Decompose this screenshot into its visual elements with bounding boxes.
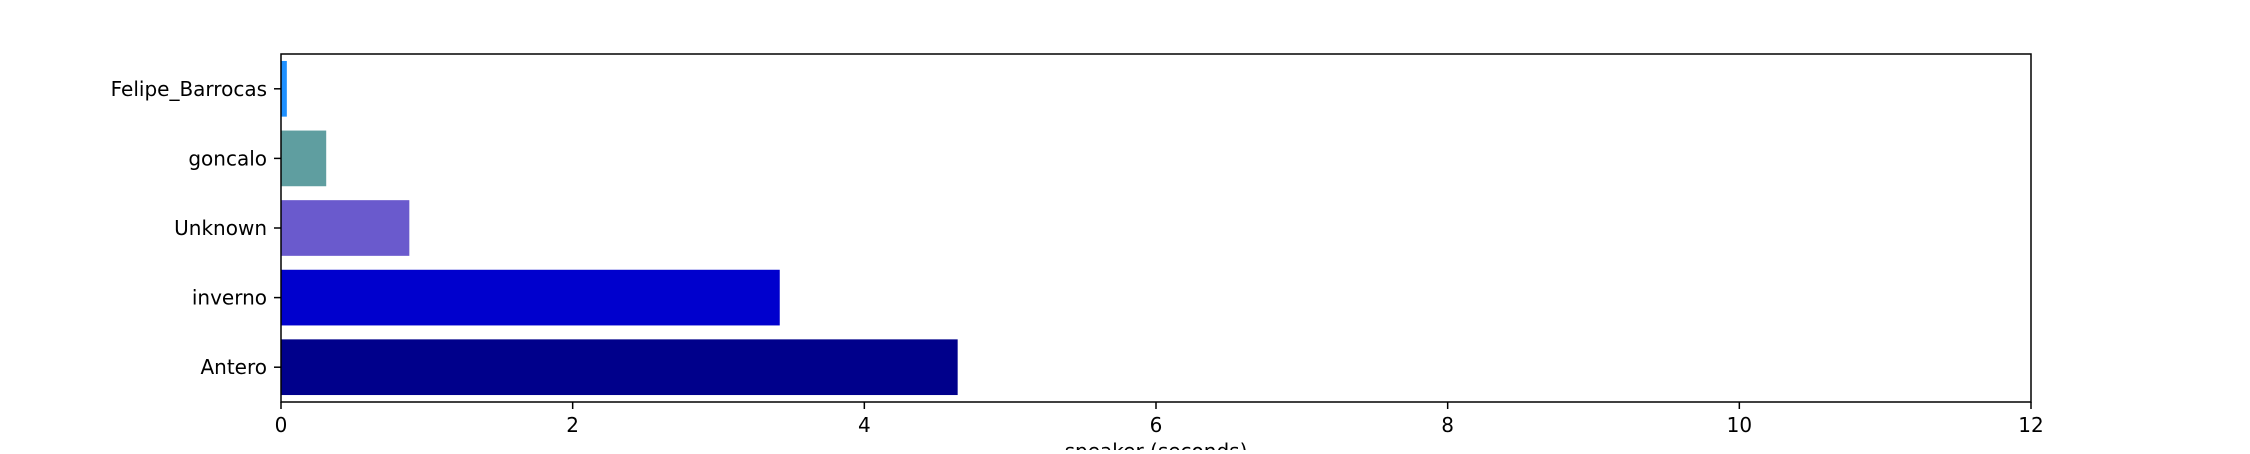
x-tick-label: 4 [858,413,871,437]
x-tick-label: 6 [1150,413,1163,437]
x-tick-label: 12 [2018,413,2043,437]
bar-antero [281,339,958,396]
x-axis: 0 2 4 6 8 10 12 [275,402,2044,437]
x-tick-label: 2 [566,413,579,437]
bars-layer [281,60,958,396]
x-tick-label: 0 [275,413,288,437]
y-tick-label: Felipe_Barrocas [111,77,267,101]
y-tick-label: Unknown [174,216,267,240]
bar-felipe-barrocas [281,60,287,117]
x-tick-label: 10 [1727,413,1752,437]
x-axis-label: speaker (seconds) [1065,439,1248,450]
bar-inverno [281,269,780,326]
y-tick-label: Antero [200,355,267,379]
bar-unknown [281,200,410,256]
y-tick-label: inverno [192,286,267,310]
bar-goncalo [281,130,327,187]
x-tick-label: 8 [1441,413,1454,437]
y-tick-label: goncalo [188,146,267,170]
